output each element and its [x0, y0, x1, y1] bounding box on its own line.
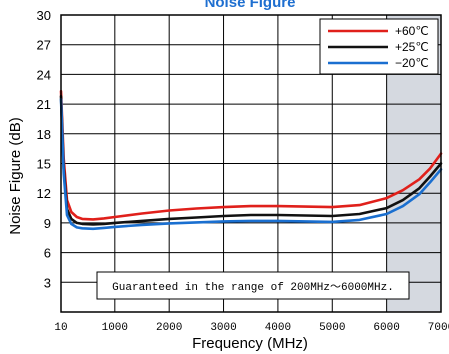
x-tick-label: 7000 [428, 322, 449, 334]
series-line-1 [59, 94, 443, 226]
series-line-2 [59, 97, 443, 231]
y-axis-label: Noise Figure (dB) [7, 117, 24, 235]
x-tick-label: 2000 [156, 322, 182, 334]
y-tick-label: 9 [44, 216, 51, 231]
annotation-text: Guaranteed in the range of 200MHz～6000MH… [112, 282, 394, 294]
legend-label-60: +60℃ [395, 24, 429, 38]
plot-frame [60, 14, 442, 313]
y-tick-label: 18 [37, 127, 51, 142]
x-tick-label: 4000 [265, 322, 291, 334]
legend: +60℃ +25℃ −20℃ [319, 18, 439, 75]
y-tick-label: 30 [37, 8, 51, 23]
x-tick-label: 5000 [319, 322, 345, 334]
x-tick-label: 6000 [373, 322, 399, 334]
legend-label-minus20: −20℃ [395, 56, 429, 70]
series-line-0 [59, 89, 443, 221]
annotation-box: Guaranteed in the range of 200MHz～6000MH… [96, 271, 410, 300]
x-axis-label: Frequency (MHz) [192, 335, 308, 352]
x-tick-label: 10 [54, 322, 67, 334]
chart-title: Noise Figure [205, 0, 296, 11]
y-tick-label: 24 [37, 67, 51, 82]
y-tick-label: 12 [37, 186, 51, 201]
x-tick-label: 1000 [102, 322, 128, 334]
x-tick-label: 3000 [210, 322, 236, 334]
y-tick-label: 27 [37, 38, 51, 53]
y-tick-label: 6 [44, 246, 51, 261]
legend-label-25: +25℃ [395, 40, 429, 54]
y-tick-label: 3 [44, 275, 51, 290]
y-tick-label: 15 [37, 157, 51, 172]
y-tick-label: 21 [37, 97, 51, 112]
